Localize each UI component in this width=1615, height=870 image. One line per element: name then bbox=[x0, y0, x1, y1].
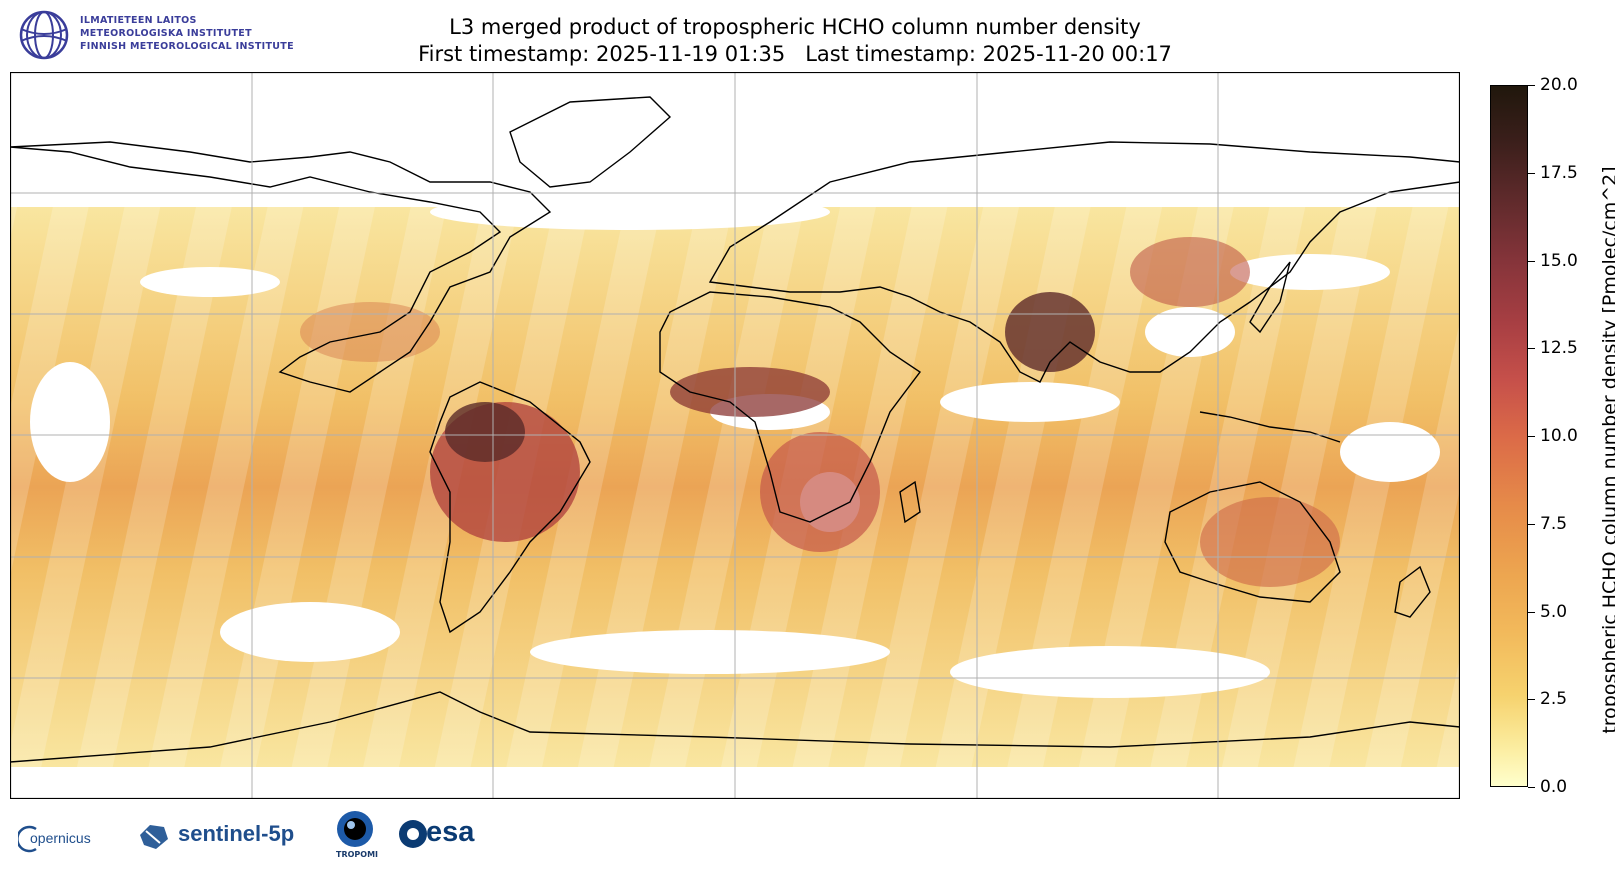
tropomi-icon bbox=[337, 811, 373, 847]
fmi-name-en: FINNISH METEOROLOGICAL INSTITUTE bbox=[80, 41, 294, 52]
colorbar-tick-mark bbox=[1528, 612, 1535, 613]
title-line-product: L3 merged product of tropospheric HCHO c… bbox=[449, 15, 1141, 39]
satellite-icon bbox=[140, 825, 168, 849]
colorbar-tick-label: 15.0 bbox=[1540, 251, 1578, 271]
colorbar-tick-mark bbox=[1528, 173, 1535, 174]
page-title: L3 merged product of tropospheric HCHO c… bbox=[290, 14, 1300, 68]
colorbar-tick-mark bbox=[1528, 348, 1535, 349]
tropomi-logo: TROPOMI bbox=[330, 809, 380, 865]
colorbar-tick-mark bbox=[1528, 261, 1535, 262]
fmi-emblem-icon bbox=[19, 10, 69, 60]
hcho-hotspots bbox=[300, 237, 1340, 587]
map-gridlines bbox=[10, 72, 1460, 799]
esa-icon bbox=[399, 820, 427, 848]
colorbar-tick-label: 17.5 bbox=[1540, 163, 1578, 183]
colorbar-title: tropospheric HCHO column number density … bbox=[1599, 166, 1615, 734]
fmi-name-sv: METEOROLOGISKA INSTITUTET bbox=[80, 28, 252, 39]
colorbar bbox=[1490, 85, 1528, 787]
colorbar-tick-label: 12.5 bbox=[1540, 338, 1578, 358]
colorbar-tick-mark bbox=[1528, 436, 1535, 437]
colorbar-tick-mark bbox=[1528, 787, 1535, 788]
colorbar-tick-mark bbox=[1528, 85, 1535, 86]
colorbar-tick-label: 5.0 bbox=[1540, 602, 1568, 622]
colorbar-tick-label: 7.5 bbox=[1540, 514, 1568, 534]
colorbar-tick-label: 20.0 bbox=[1540, 75, 1578, 95]
map-border bbox=[10, 72, 1460, 799]
colorbar-tick-label: 2.5 bbox=[1540, 689, 1568, 709]
colorbar-tick-mark bbox=[1528, 524, 1535, 525]
title-line-timestamps: First timestamp: 2025-11-19 01:35 Last t… bbox=[418, 42, 1172, 66]
footer-logos: opernicus sentinel-5p TROPOMI esa bbox=[18, 811, 518, 870]
fmi-name-fi: ILMATIETEEN LAITOS bbox=[80, 15, 197, 26]
hcho-world-map bbox=[10, 72, 1460, 799]
copernicus-icon bbox=[18, 825, 37, 853]
fmi-logo: ILMATIETEEN LAITOS METEOROLOGISKA INSTIT… bbox=[18, 9, 308, 61]
coastlines bbox=[10, 96, 1460, 763]
colorbar-tick-mark bbox=[1528, 699, 1535, 700]
colorbar-tick-label: 10.0 bbox=[1540, 426, 1578, 446]
colorbar-tick-label: 0.0 bbox=[1540, 777, 1568, 797]
